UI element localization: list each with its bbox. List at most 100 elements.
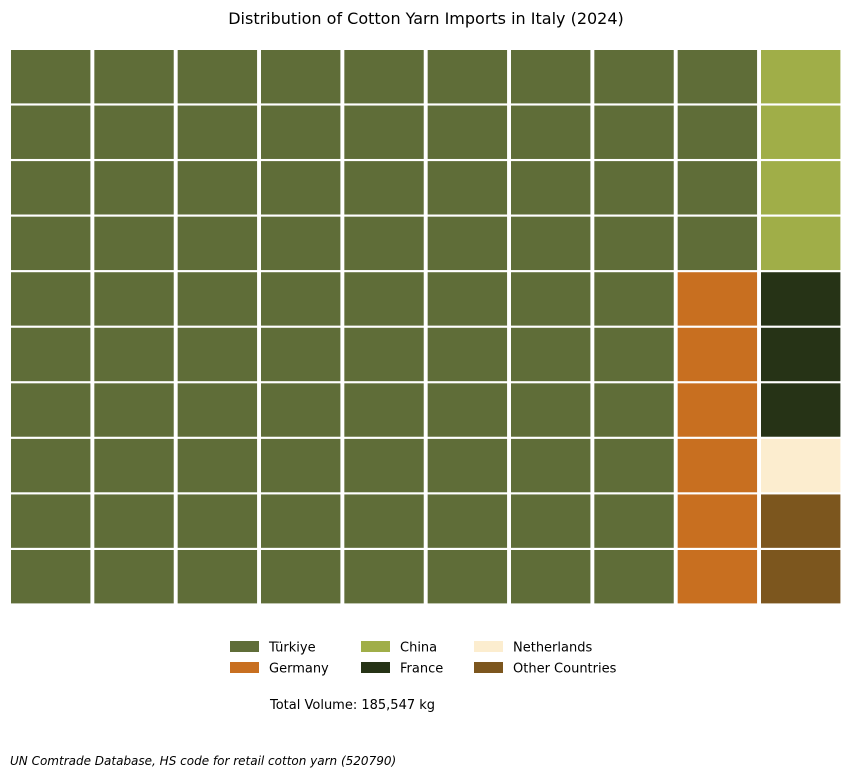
waffle-cell-t-rkiye [11,494,91,548]
waffle-cell-china [761,105,841,159]
waffle-cell-t-rkiye [177,50,258,104]
waffle-cell-china [761,50,841,104]
waffle-cell-t-rkiye [511,161,591,215]
waffle-cell-t-rkiye [94,50,174,104]
legend-label-germany: Germany [269,662,329,677]
legend-swatch-other-countries [474,662,503,673]
waffle-cell-t-rkiye [427,272,508,326]
waffle-cell-t-rkiye [427,383,508,437]
legend-swatch-china [361,641,390,652]
waffle-cell-t-rkiye [177,161,258,215]
waffle-cell-t-rkiye [177,105,258,159]
waffle-cell-t-rkiye [177,216,258,271]
waffle-cell-t-rkiye [261,327,341,382]
waffle-cell-t-rkiye [427,494,508,548]
waffle-cell-t-rkiye [94,494,174,548]
waffle-cell-t-rkiye [427,161,508,215]
waffle-cell-t-rkiye [94,272,174,326]
waffle-cell-other-countries [761,550,841,604]
waffle-cell-france [761,272,841,326]
waffle-cell-t-rkiye [511,550,591,604]
legend-label-china: China [400,641,437,656]
waffle-cell-t-rkiye [427,438,508,493]
waffle-cell-germany [677,272,758,326]
waffle-cell-t-rkiye [677,105,758,159]
waffle-cell-t-rkiye [344,105,424,159]
waffle-cell-t-rkiye [511,50,591,104]
waffle-cell-france [761,327,841,382]
legend-label-t-rkiye: Türkiye [268,641,316,656]
waffle-cell-t-rkiye [594,161,674,215]
waffle-cell-germany [677,494,758,548]
waffle-cell-t-rkiye [11,161,91,215]
legend: Türkiye Germany China France Netherlands Othe… [230,641,617,677]
waffle-cell-t-rkiye [344,272,424,326]
waffle-cell-t-rkiye [594,327,674,382]
waffle-cell-t-rkiye [594,494,674,548]
legend-label-netherlands: Netherlands [513,641,592,656]
waffle-cell-t-rkiye [177,494,258,548]
waffle-cell-t-rkiye [344,383,424,437]
waffle-cell-t-rkiye [427,105,508,159]
waffle-cell-china [761,161,841,215]
waffle-cell-netherlands [761,438,841,493]
waffle-cell-t-rkiye [261,161,341,215]
waffle-cell-t-rkiye [511,105,591,159]
waffle-cell-t-rkiye [344,216,424,271]
waffle-cell-t-rkiye [594,216,674,271]
waffle-cell-t-rkiye [344,438,424,493]
waffle-cell-t-rkiye [11,550,91,604]
waffle-cell-t-rkiye [344,494,424,548]
waffle-cell-t-rkiye [344,50,424,104]
waffle-cell-t-rkiye [94,216,174,271]
legend-swatch-germany [230,662,259,673]
waffle-cell-china [761,216,841,271]
waffle-cell-t-rkiye [261,216,341,271]
waffle-cell-t-rkiye [511,438,591,493]
waffle-cell-t-rkiye [11,327,91,382]
waffle-cell-t-rkiye [427,50,508,104]
waffle-cell-t-rkiye [594,50,674,104]
waffle-cell-t-rkiye [677,216,758,271]
waffle-cell-t-rkiye [177,550,258,604]
waffle-cell-t-rkiye [261,550,341,604]
waffle-cell-germany [677,438,758,493]
waffle-cell-t-rkiye [427,216,508,271]
legend-swatch-netherlands [474,641,503,652]
waffle-cell-t-rkiye [177,327,258,382]
waffle-cell-t-rkiye [177,272,258,326]
waffle-cell-t-rkiye [94,383,174,437]
legend-label-france: France [400,662,443,677]
waffle-cell-t-rkiye [261,105,341,159]
waffle-cell-t-rkiye [594,272,674,326]
total-volume-label: Total Volume: 185,547 kg [269,698,435,713]
waffle-cell-t-rkiye [511,494,591,548]
waffle-cell-t-rkiye [261,494,341,548]
waffle-cell-t-rkiye [177,438,258,493]
legend-label-other-countries: Other Countries [513,662,617,677]
source-note: UN Comtrade Database, HS code for retail… [10,754,396,768]
waffle-cell-germany [677,383,758,437]
waffle-cell-t-rkiye [677,50,758,104]
waffle-cell-t-rkiye [177,383,258,437]
waffle-cell-t-rkiye [344,550,424,604]
waffle-cell-t-rkiye [511,383,591,437]
waffle-cell-t-rkiye [427,550,508,604]
waffle-cell-t-rkiye [94,161,174,215]
waffle-cell-t-rkiye [261,272,341,326]
waffle-cell-t-rkiye [11,383,91,437]
waffle-cell-t-rkiye [594,550,674,604]
waffle-cell-t-rkiye [594,383,674,437]
waffle-cell-t-rkiye [511,272,591,326]
waffle-cell-t-rkiye [594,438,674,493]
waffle-cell-t-rkiye [11,216,91,271]
waffle-cell-t-rkiye [427,327,508,382]
waffle-cell-t-rkiye [94,105,174,159]
legend-swatch-france [361,662,390,673]
waffle-cell-t-rkiye [261,50,341,104]
waffle-cell-t-rkiye [677,161,758,215]
waffle-cell-germany [677,550,758,604]
waffle-cell-france [761,383,841,437]
waffle-cell-t-rkiye [261,383,341,437]
waffle-cell-other-countries [761,494,841,548]
